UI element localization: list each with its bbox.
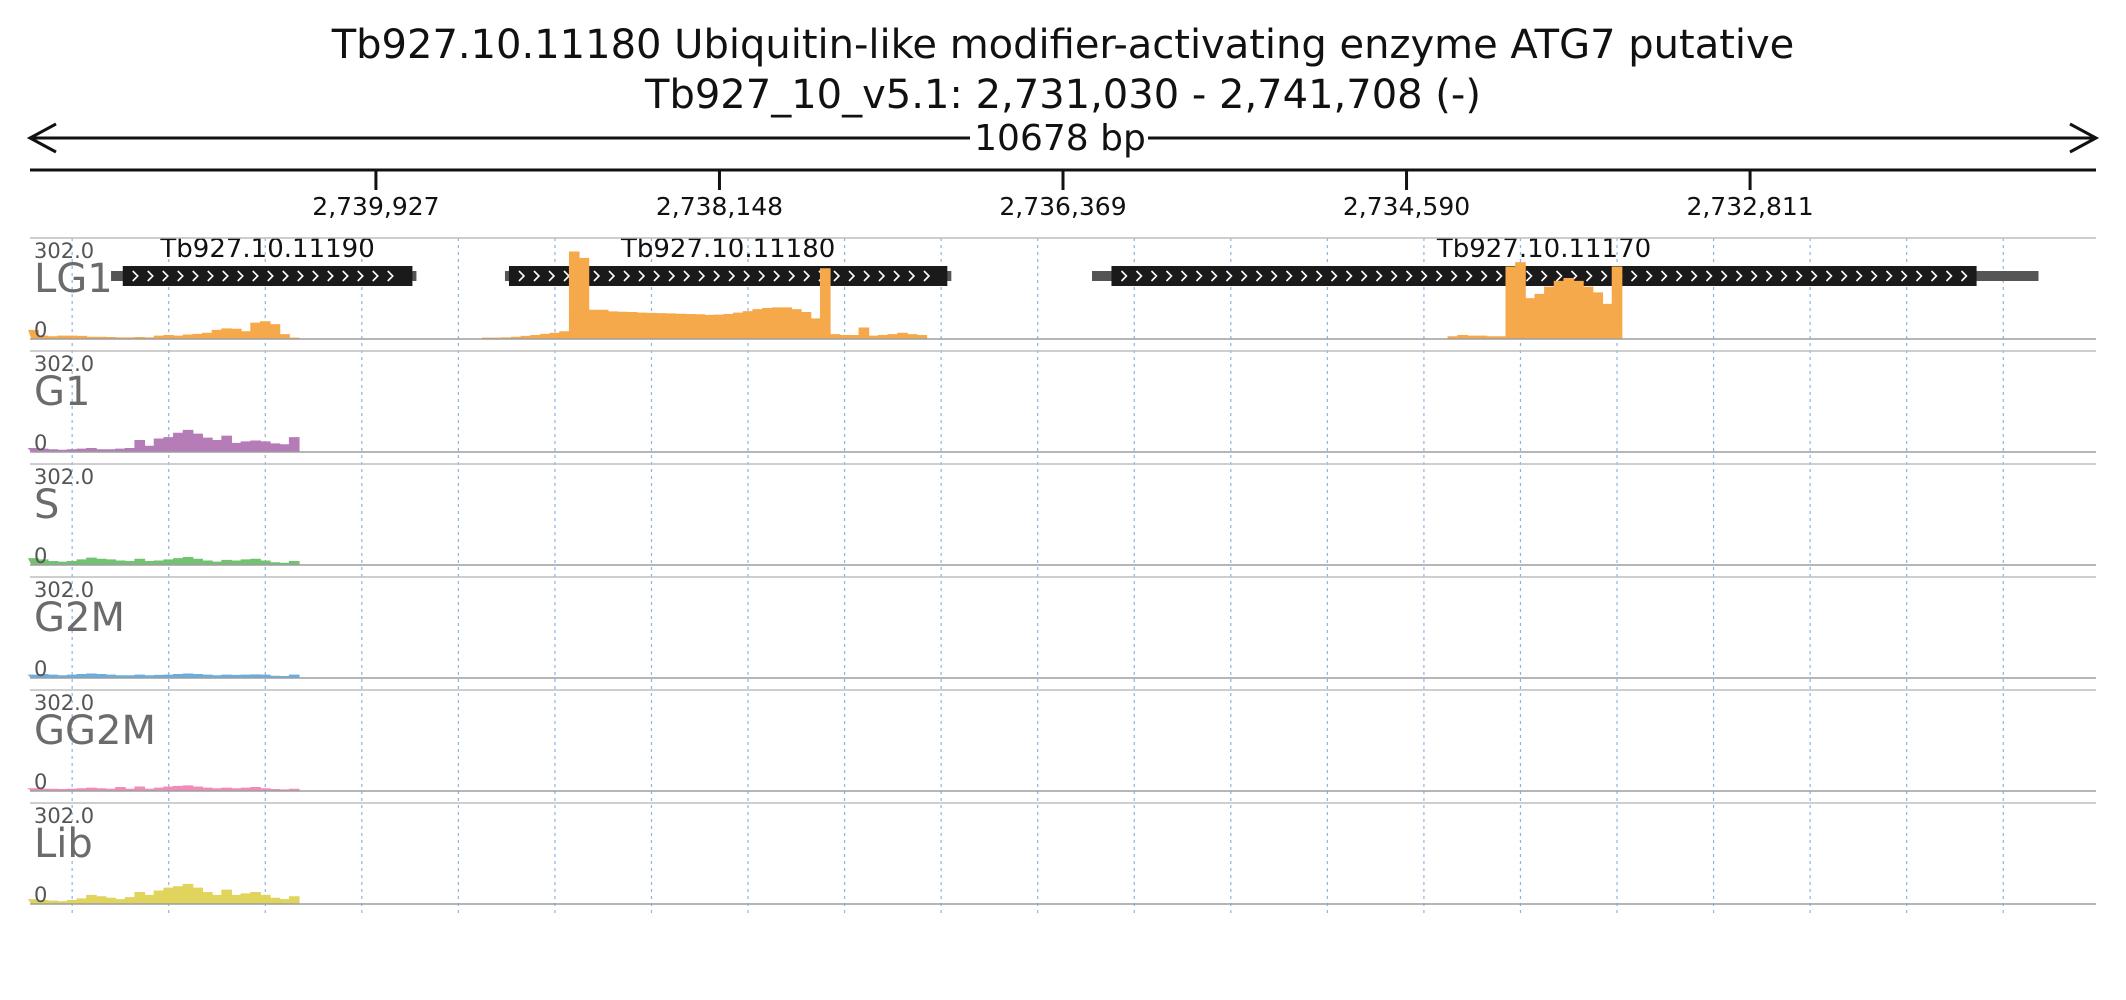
x-tick-label: 2,734,590 [1343, 192, 1470, 221]
x-axis-ticks: 2,739,927 2,738,148 2,736,369 2,734,590 2,73… [312, 170, 1814, 221]
gene-cds-bar[interactable] [508, 266, 948, 286]
span-length-label: 10678 bp [974, 118, 1146, 159]
locus-label: Tb927_10_v5.1: 2,731,030 - 2,741,708 (-) [644, 72, 1481, 118]
track-ymin-label: 0 [34, 318, 47, 342]
coverage-area-gg2m [27, 785, 2095, 792]
x-tick-label: 2,739,927 [312, 192, 439, 221]
track-ymax-label: 302.0 [34, 352, 94, 376]
track-ymax-label: 302.0 [34, 804, 94, 828]
gene-track: Tb927.10.11190 Tb927.10.11180 Tb927.10.111… [111, 234, 2039, 286]
track-name-label: G2M [34, 595, 125, 641]
span-arrowhead-left-icon [26, 122, 57, 154]
gene-cds-bar[interactable] [122, 266, 413, 286]
gene-cds-bar[interactable] [1111, 266, 1977, 286]
coverage-area-s [27, 557, 2095, 566]
x-tick-label: 2,738,148 [656, 192, 783, 221]
coverage-area-lg1 [28, 251, 2095, 340]
gene-label[interactable]: Tb927.10.11190 [159, 234, 374, 264]
gene-strand-chevrons-icon [1120, 270, 1968, 282]
coverage-tracks: LG1302.00G1302.00S302.00G2M302.00GG2M302… [27, 237, 2096, 907]
gene-label[interactable]: Tb927.10.11180 [620, 234, 835, 264]
track-name-label: LG1 [34, 256, 113, 302]
track-name-label: G1 [34, 369, 90, 415]
span-arrowhead-right-icon [2069, 122, 2100, 154]
track-name-label: S [34, 482, 59, 528]
track-ymin-label: 0 [34, 657, 47, 681]
x-tick-label: 2,732,811 [1686, 192, 1813, 221]
track-ymax-label: 302.0 [34, 578, 94, 602]
coverage-area-g1 [27, 429, 2095, 453]
gene-label[interactable]: Tb927.10.11170 [1436, 234, 1651, 264]
page-title: Tb927.10.11180 Ubiquitin-like modifier-a… [331, 22, 1795, 68]
track-ymin-label: 0 [34, 883, 47, 907]
track-ymax-label: 302.0 [34, 465, 94, 489]
track-ymin-label: 0 [34, 431, 47, 455]
track-ymax-label: 302.0 [34, 239, 94, 263]
span-ruler: 10678 bp [26, 118, 2100, 159]
track-name-label: Lib [34, 821, 93, 867]
track-ymin-label: 0 [34, 770, 47, 794]
track-name-label: GG2M [34, 708, 156, 754]
gene-strand-chevrons-icon [132, 270, 394, 282]
track-ymin-label: 0 [34, 544, 47, 568]
track-ymax-label: 302.0 [34, 691, 94, 715]
x-tick-label: 2,736,369 [999, 192, 1126, 221]
coverage-area-lib [27, 883, 2095, 905]
